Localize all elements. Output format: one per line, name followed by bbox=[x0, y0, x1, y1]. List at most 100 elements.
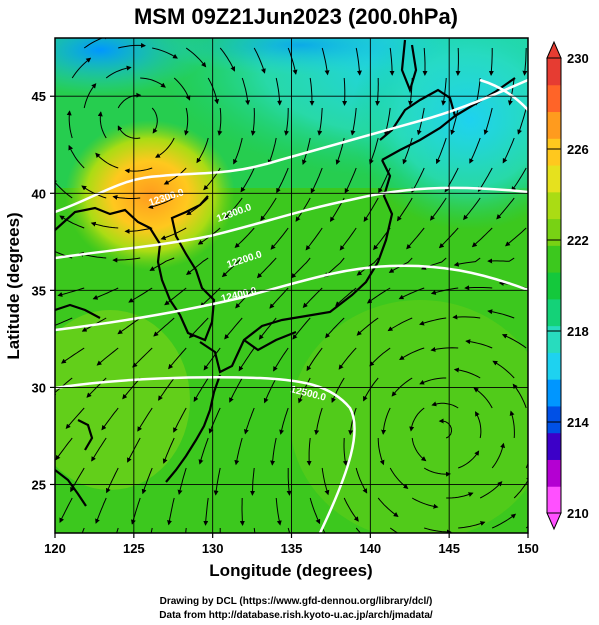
streamline bbox=[158, 377, 175, 401]
streamline bbox=[465, 339, 493, 349]
colorbar-segment bbox=[547, 379, 561, 407]
contour-north bbox=[479, 78, 528, 111]
coastlines bbox=[55, 39, 516, 507]
streamline bbox=[453, 257, 481, 267]
streamline bbox=[240, 167, 255, 193]
colorbar-segment bbox=[547, 111, 561, 139]
streamline bbox=[160, 227, 187, 240]
streamline bbox=[342, 77, 348, 106]
streamline bbox=[92, 287, 119, 300]
x-axis-ticks: 120 125 130 135 140 145 150 bbox=[44, 533, 539, 556]
streamline bbox=[335, 287, 357, 307]
streamline bbox=[473, 387, 493, 409]
streamline bbox=[502, 137, 515, 164]
y-axis-label: Latitude (degrees) bbox=[4, 212, 23, 359]
streamline bbox=[343, 497, 359, 522]
streamline bbox=[203, 347, 221, 371]
streamline bbox=[306, 347, 323, 372]
streamline bbox=[430, 346, 459, 352]
streamline bbox=[446, 492, 474, 499]
x-axis-label: Longitude (degrees) bbox=[209, 561, 372, 580]
colorbar-tick-label: 222 bbox=[567, 233, 589, 248]
streamline bbox=[512, 383, 527, 409]
streamline bbox=[453, 367, 481, 379]
streamline bbox=[124, 167, 153, 174]
streamline bbox=[290, 257, 311, 279]
streamline bbox=[517, 107, 527, 135]
streamline bbox=[455, 47, 461, 76]
streamline bbox=[344, 167, 357, 194]
china-southeast-coast bbox=[77, 419, 94, 451]
streamline bbox=[243, 407, 255, 435]
colorbar-segment bbox=[547, 245, 561, 273]
streamline bbox=[117, 125, 141, 139]
streamline bbox=[106, 467, 119, 494]
streamline bbox=[207, 77, 220, 105]
streamline bbox=[184, 107, 189, 136]
streamline bbox=[193, 377, 209, 402]
credit-data: Data from http://database.rish.kyoto-u.a… bbox=[159, 610, 433, 621]
streamline bbox=[95, 152, 119, 169]
y-axis-ticks: 25 30 35 40 45 bbox=[32, 89, 55, 492]
streamline bbox=[298, 377, 311, 404]
streamline bbox=[71, 57, 92, 79]
streamline bbox=[513, 475, 528, 499]
streamline bbox=[66, 110, 73, 139]
streamline bbox=[83, 38, 110, 49]
streamline bbox=[479, 481, 503, 499]
streamline bbox=[83, 83, 97, 109]
streamline bbox=[141, 467, 153, 495]
streamline bbox=[149, 257, 175, 271]
contour-12200 bbox=[55, 186, 528, 260]
colorbar-tick-label: 230 bbox=[567, 51, 589, 66]
streamline bbox=[223, 197, 243, 220]
y-tick-label: 40 bbox=[32, 186, 46, 201]
streamline bbox=[153, 317, 175, 337]
streamline bbox=[355, 527, 362, 533]
streamline bbox=[389, 527, 399, 533]
streamline bbox=[270, 437, 277, 466]
streamline bbox=[309, 77, 315, 106]
colorbar-segment bbox=[547, 272, 561, 300]
streamline bbox=[96, 347, 119, 366]
streamline bbox=[95, 497, 107, 524]
streamline bbox=[292, 317, 311, 340]
southwest-band bbox=[55, 310, 190, 490]
streamline bbox=[391, 377, 413, 397]
colorbar-segment bbox=[547, 218, 561, 246]
colorbar-segment bbox=[547, 405, 561, 434]
streamline bbox=[441, 77, 447, 106]
streamline bbox=[488, 48, 494, 76]
streamline bbox=[196, 137, 209, 164]
colorbar-tick-label: 226 bbox=[567, 142, 589, 157]
height-contours bbox=[55, 78, 528, 533]
streamline bbox=[286, 468, 292, 496]
streamline bbox=[60, 347, 85, 364]
colorbar-segment bbox=[547, 352, 561, 380]
streamline bbox=[162, 437, 175, 464]
streamline bbox=[431, 401, 459, 409]
streamline bbox=[505, 227, 527, 247]
streamline bbox=[402, 137, 413, 165]
streamline bbox=[118, 42, 146, 49]
streamline bbox=[273, 347, 289, 372]
streamline bbox=[331, 377, 345, 404]
cold-region-north bbox=[150, 38, 450, 75]
streamline bbox=[438, 418, 453, 439]
streamline bbox=[458, 450, 480, 469]
streamline bbox=[475, 411, 482, 439]
streamline bbox=[387, 317, 413, 332]
streamline bbox=[253, 47, 266, 74]
streamline bbox=[132, 347, 153, 368]
streamline bbox=[317, 107, 323, 136]
streamline bbox=[419, 317, 447, 326]
streamline bbox=[321, 47, 330, 76]
streamline bbox=[325, 317, 345, 339]
streamline bbox=[342, 437, 348, 466]
colorbar-segment bbox=[547, 432, 561, 460]
streamline bbox=[356, 317, 379, 336]
streamline bbox=[101, 407, 119, 431]
streamline bbox=[339, 227, 357, 251]
streamline bbox=[511, 167, 527, 192]
streamline bbox=[377, 497, 399, 517]
